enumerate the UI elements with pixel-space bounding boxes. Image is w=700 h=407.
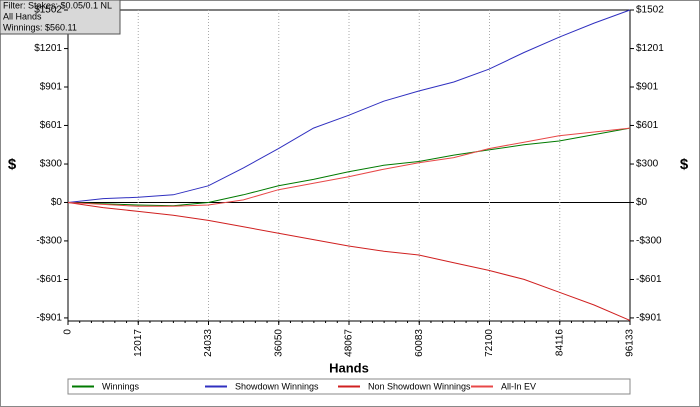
series-line <box>67 127 631 207</box>
x-tick-label: 72100 <box>484 329 495 357</box>
x-tick-label: 60083 <box>414 329 425 357</box>
info-box: Filter: Stakes: $0.05/0.1 NL All Hands W… <box>0 0 121 35</box>
series-line <box>67 202 631 321</box>
x-axis-label: Hands <box>329 360 369 375</box>
y-tick-label: $601 <box>40 120 63 131</box>
y-tick-label: $0 <box>51 197 63 208</box>
y-tick-label: $1201 <box>34 43 62 54</box>
y2-tick-label: $300 <box>636 159 659 170</box>
x-tick-label: 84116 <box>554 329 565 357</box>
info-line: Filter: Stakes: $0.05/0.1 NL <box>3 0 112 10</box>
y-tick-label: $1502 <box>34 5 62 16</box>
y-tick-label: -$601 <box>36 274 62 285</box>
series-line <box>67 127 631 207</box>
legend-label: Showdown Winnings <box>235 381 319 391</box>
y2-tick-label: $1502 <box>636 5 664 16</box>
x-tick-label: 12017 <box>133 329 144 357</box>
x-tick-label: 24033 <box>203 329 214 357</box>
y-axis-label: $ <box>8 156 17 173</box>
legend-label: All-In EV <box>501 381 536 391</box>
y-tick-label: -$901 <box>36 313 62 324</box>
x-tick-label: 48067 <box>344 329 355 357</box>
y-tick-label: $300 <box>40 159 63 170</box>
y2-tick-label: -$300 <box>636 236 662 247</box>
x-tick-label: 36050 <box>273 329 284 357</box>
y2-axis-label: $ <box>680 156 689 173</box>
y-tick-label: -$300 <box>36 236 62 247</box>
x-tick-label: 0 <box>63 329 74 335</box>
info-line: All Hands <box>3 11 42 21</box>
y2-tick-label: $901 <box>636 82 659 93</box>
x-tick-label: 96133 <box>625 329 636 357</box>
y2-tick-label: $1201 <box>636 43 664 54</box>
y2-tick-label: $0 <box>636 197 648 208</box>
legend-label: Non Showdown Winnings <box>368 381 471 391</box>
info-line: Winnings: $560.11 <box>3 22 77 32</box>
y2-tick-label: -$601 <box>636 274 662 285</box>
info-background <box>0 0 121 35</box>
y-tick-label: $901 <box>40 82 63 93</box>
y2-tick-label: $601 <box>636 120 659 131</box>
y2-tick-label: -$901 <box>636 313 662 324</box>
series-line <box>67 9 631 203</box>
legend-label: Winnings <box>102 381 140 391</box>
